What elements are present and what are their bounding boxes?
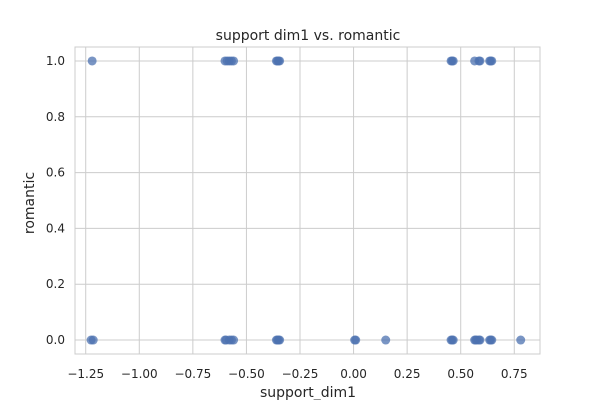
data-point	[516, 335, 526, 345]
plot-area-frame	[74, 46, 541, 355]
x-tick-label: 0.50	[447, 367, 474, 381]
x-tick-label: −0.75	[174, 367, 211, 381]
x-tick-label: −0.25	[282, 367, 319, 381]
data-point	[88, 335, 98, 345]
data-point	[87, 56, 97, 66]
x-tick-label: −1.00	[121, 367, 158, 381]
y-axis-label: romantic	[22, 172, 38, 234]
grid-lines	[75, 47, 540, 354]
x-axis-label: support_dim1	[260, 385, 356, 400]
y-axis-tick-labels: 0.0 0.2 0.4 0.6 0.8 1.0	[46, 54, 65, 347]
y-tick-label: 0.2	[46, 277, 65, 291]
y-tick-label: 1.0	[46, 54, 65, 68]
data-points	[86, 56, 526, 345]
y-tick-label: 0.4	[46, 221, 65, 235]
data-point	[448, 335, 458, 345]
y-tick-label: 0.0	[46, 333, 65, 347]
y-tick-label: 0.6	[46, 166, 65, 180]
data-point	[351, 335, 361, 345]
data-point	[475, 335, 485, 345]
data-point	[448, 56, 458, 66]
data-point	[487, 56, 497, 66]
data-point	[381, 335, 391, 345]
y-tick-label: 0.8	[46, 110, 65, 124]
chart-title: support dim1 vs. romantic	[216, 28, 401, 44]
x-tick-label: −0.50	[228, 367, 265, 381]
x-tick-label: −1.25	[67, 367, 104, 381]
data-point	[275, 56, 285, 66]
data-point	[229, 56, 239, 66]
x-axis-tick-labels: −1.25 −1.00 −0.75 −0.50 −0.25 0.00 0.25 0.50 0.7…	[67, 367, 527, 381]
data-point	[475, 56, 485, 66]
x-tick-label: 0.00	[340, 367, 367, 381]
x-tick-label: 0.25	[394, 367, 421, 381]
data-point	[229, 335, 239, 345]
data-point	[487, 335, 497, 345]
data-point	[275, 335, 285, 345]
x-tick-label: 0.75	[501, 367, 528, 381]
